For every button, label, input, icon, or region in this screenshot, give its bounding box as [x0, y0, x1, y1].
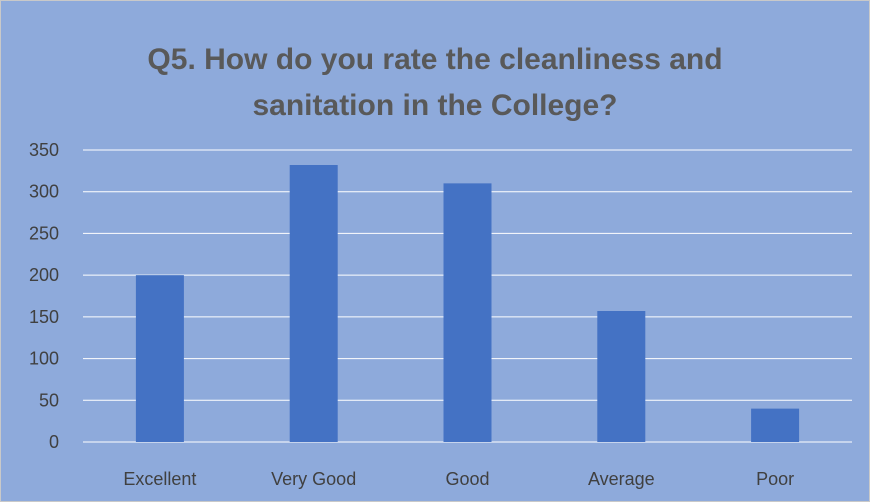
y-tick-label: 150: [29, 307, 59, 327]
x-category-label: Excellent: [123, 469, 196, 489]
y-tick-label: 200: [29, 265, 59, 285]
chart-title-line-1: Q5. How do you rate the cleanliness and: [147, 43, 722, 76]
bars: [135, 165, 800, 442]
bar-poor: [751, 408, 800, 442]
x-axis-category-labels: Excellent Very Good Good Average Poor: [123, 469, 794, 489]
bar-good: [443, 183, 492, 442]
y-axis-tick-labels: 0 50 100 150 200 250 300 350: [29, 140, 59, 452]
x-category-label: Poor: [756, 469, 794, 489]
y-tick-label: 300: [29, 182, 59, 202]
bar-excellent: [135, 275, 184, 442]
y-tick-label: 250: [29, 223, 59, 243]
chart-title-line-2: sanitation in the College?: [252, 89, 617, 122]
x-category-label: Average: [588, 469, 655, 489]
x-category-label: Very Good: [271, 469, 356, 489]
y-tick-label: 50: [39, 390, 59, 410]
bar-very-good: [289, 165, 338, 442]
bar-average: [597, 311, 646, 442]
x-category-label: Good: [445, 469, 489, 489]
y-tick-label: 0: [49, 432, 59, 452]
y-tick-label: 350: [29, 140, 59, 160]
y-tick-label: 100: [29, 349, 59, 369]
